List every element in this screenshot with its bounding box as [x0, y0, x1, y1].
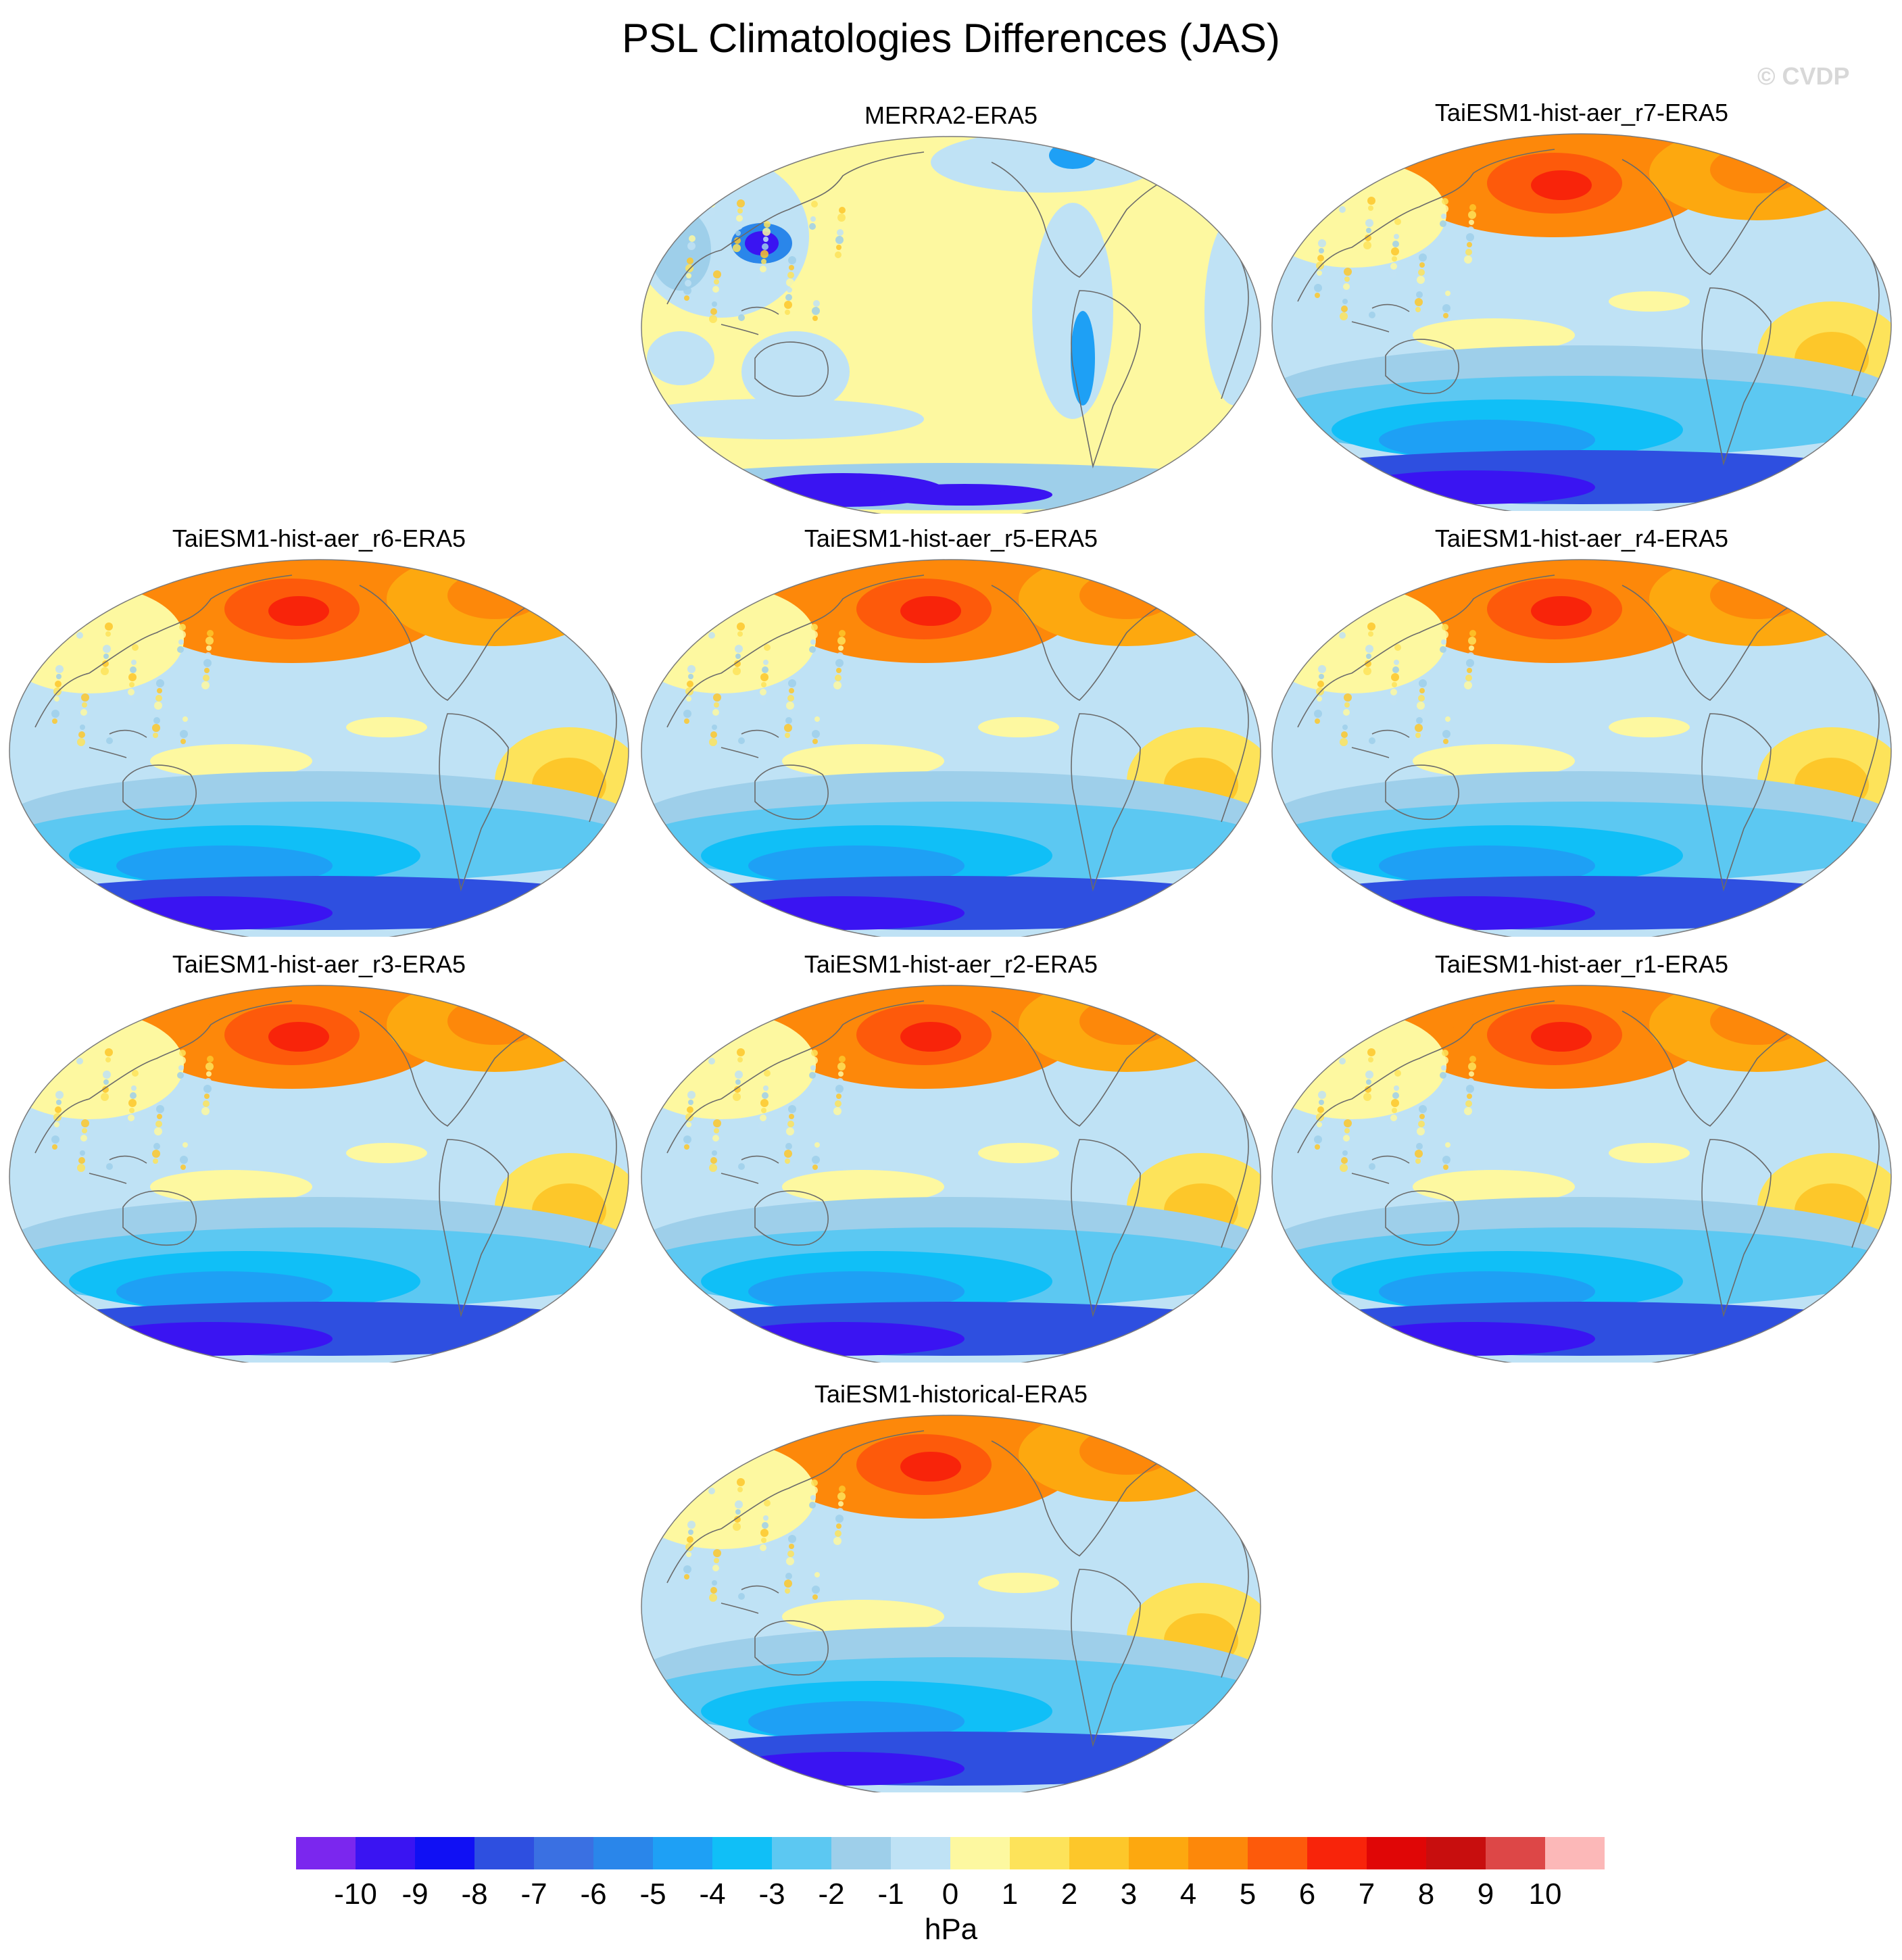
panel-title-historical: TaiESM1-historical-ERA5 [814, 1380, 1088, 1408]
colorbar-tick-label: 10 [1528, 1878, 1562, 1911]
colorbar-box [831, 1837, 891, 1869]
colorbar-box [950, 1837, 1010, 1869]
map-panel-r6 [8, 558, 630, 937]
colorbar-box [1426, 1837, 1486, 1869]
colorbar-box [296, 1837, 356, 1869]
colorbar-tick-label: -4 [699, 1878, 726, 1911]
colorbar-box [1486, 1837, 1545, 1869]
map-panel-r4 [1271, 558, 1893, 937]
colorbar-box [356, 1837, 415, 1869]
panel-title-merra2: MERRA2-ERA5 [864, 101, 1038, 129]
map-panel-merra2 [640, 135, 1262, 514]
colorbar-box [1248, 1837, 1307, 1869]
colorbar-box [653, 1837, 712, 1869]
colorbar-tick-label: -3 [758, 1878, 785, 1911]
map-panel-r2 [640, 984, 1262, 1363]
colorbar-tick-label: 7 [1358, 1878, 1375, 1911]
cvdp-watermark: © CVDP [1757, 62, 1850, 90]
colorbar-tick-label: -6 [580, 1878, 607, 1911]
panel-title-r1: TaiESM1-hist-aer_r1-ERA5 [1434, 950, 1729, 978]
colorbar-tick-label: 5 [1239, 1878, 1257, 1911]
colorbar-tick-label: 1 [1001, 1878, 1019, 1911]
colorbar-tick-label: 8 [1417, 1878, 1435, 1911]
colorbar-box [891, 1837, 950, 1869]
colorbar-box [1129, 1837, 1188, 1869]
colorbar-box [712, 1837, 772, 1869]
colorbar-tick-label: 0 [942, 1878, 959, 1911]
panel-title-r3: TaiESM1-hist-aer_r3-ERA5 [172, 950, 466, 978]
map-panel-r7 [1271, 132, 1893, 511]
colorbar-tick-label: -5 [639, 1878, 666, 1911]
colorbar-tick-label: -7 [520, 1878, 547, 1911]
map-panel-historical [640, 1414, 1262, 1792]
panel-title-r7: TaiESM1-hist-aer_r7-ERA5 [1434, 99, 1729, 126]
figure-title: PSL Climatologies Differences (JAS) [622, 16, 1280, 61]
colorbar-tick-label: 6 [1298, 1878, 1316, 1911]
colorbar-unit-label: hPa [924, 1913, 978, 1946]
colorbar-box [772, 1837, 831, 1869]
panel-title-r4: TaiESM1-hist-aer_r4-ERA5 [1434, 524, 1729, 552]
colorbar-tick-label: 4 [1179, 1878, 1197, 1911]
map-panel-r3 [8, 984, 630, 1363]
panel-title-r5: TaiESM1-hist-aer_r5-ERA5 [804, 524, 1098, 552]
colorbar-box [1069, 1837, 1129, 1869]
map-panel-r1 [1271, 984, 1893, 1363]
colorbar-box [1307, 1837, 1367, 1869]
panel-title-r2: TaiESM1-hist-aer_r2-ERA5 [804, 950, 1098, 978]
colorbar-box [1545, 1837, 1605, 1869]
colorbar-tick-label: 2 [1060, 1878, 1078, 1911]
colorbar-box [534, 1837, 593, 1869]
colorbar-box [1188, 1837, 1248, 1869]
colorbar-box [593, 1837, 653, 1869]
panel-title-r6: TaiESM1-hist-aer_r6-ERA5 [172, 524, 466, 552]
colorbar-tick-label: -2 [818, 1878, 845, 1911]
colorbar-tick-label: -8 [461, 1878, 488, 1911]
colorbar-tick-label: 3 [1120, 1878, 1138, 1911]
colorbar-tick-label: -10 [334, 1878, 377, 1911]
colorbar-box [1010, 1837, 1069, 1869]
colorbar-box [1367, 1837, 1426, 1869]
map-panel-r5 [640, 558, 1262, 937]
colorbar-tick-label: 9 [1477, 1878, 1494, 1911]
colorbar-tick-label: -9 [401, 1878, 429, 1911]
colorbar-box [415, 1837, 474, 1869]
colorbar-tick-label: -1 [877, 1878, 904, 1911]
colorbar-box [474, 1837, 534, 1869]
